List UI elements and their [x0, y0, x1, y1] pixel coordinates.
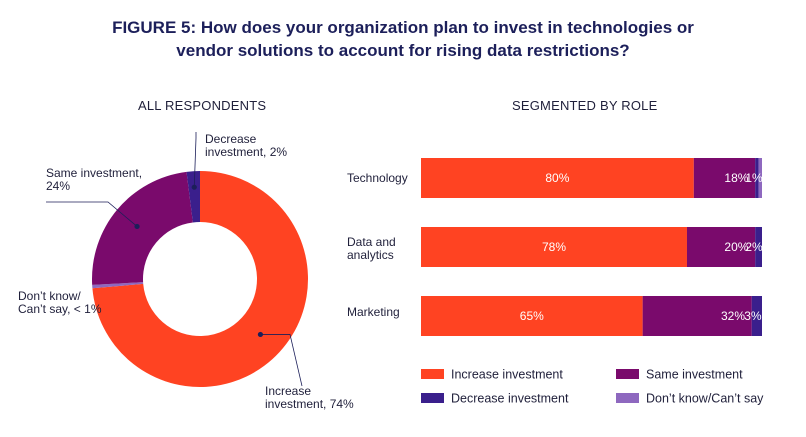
bar-value-label: 80%: [545, 171, 569, 185]
bar-segment-decrease: [755, 158, 759, 198]
callout-line-increase: [260, 334, 303, 387]
donut-label-dontknow: Don’t know/Can’t say, < 1%: [18, 289, 102, 316]
callout-line-decrease: [193, 132, 197, 188]
bar-segment-same: [693, 158, 756, 198]
bar-chart-title: SEGMENTED BY ROLE: [512, 98, 658, 113]
legend-swatch-dontknow: [616, 393, 639, 403]
donut-slice-dontknow: [92, 282, 144, 289]
bar-segment-dontknow: [758, 158, 762, 198]
bar-segment-same: [642, 296, 752, 336]
bar-category-label: Technology: [347, 171, 408, 185]
legend-label-increase: Increase investment: [451, 368, 563, 382]
bar-segment-increase: [421, 158, 694, 198]
donut-chart-title: ALL RESPONDENTS: [138, 98, 267, 113]
donut-slice-decrease: [186, 171, 200, 223]
figure-title: FIGURE 5: How does your organization pla…: [0, 16, 806, 62]
bar-segment-same: [686, 227, 756, 267]
bar-category-label: Marketing: [347, 305, 400, 319]
bar-segment-decrease: [751, 296, 762, 336]
donut-label-decrease: Decrease investment, 2%: [205, 132, 287, 159]
bar-segment-decrease: [755, 227, 762, 267]
legend-swatch-decrease: [421, 393, 444, 403]
donut-slice-increase: [92, 171, 308, 387]
figure-title-line-2: vendor solutions to account for rising d…: [176, 41, 630, 60]
legend-swatch-increase: [421, 369, 444, 379]
bar-segment-increase: [421, 227, 687, 267]
figure-title-line-1: FIGURE 5: How does your organization pla…: [112, 18, 694, 37]
legend-label-dontknow: Don’t know/Can’t say: [646, 392, 764, 406]
bar-value-label: 32%: [721, 309, 745, 323]
bar-value-label: 3%: [744, 309, 762, 323]
bar-segment-increase: [421, 296, 643, 336]
donut-label-increase: Increase investment, 74%: [265, 384, 354, 411]
legend-swatch-same: [616, 369, 639, 379]
bar-value-label: 1%: [745, 171, 763, 185]
bar-category-label: Data and analytics: [347, 235, 396, 262]
bar-value-label: 20%: [724, 240, 748, 254]
legend-label-same: Same investment: [646, 368, 743, 382]
donut-label-same: Same investment, 24%: [46, 166, 142, 193]
donut-slice-same: [92, 171, 193, 285]
bar-value-label: 65%: [520, 309, 544, 323]
bar-value-label: 78%: [542, 240, 566, 254]
bar-value-label: 2%: [745, 240, 763, 254]
legend-label-decrease: Decrease investment: [451, 392, 569, 406]
callout-line-same: [46, 201, 138, 227]
bar-value-label: 18%: [724, 171, 748, 185]
